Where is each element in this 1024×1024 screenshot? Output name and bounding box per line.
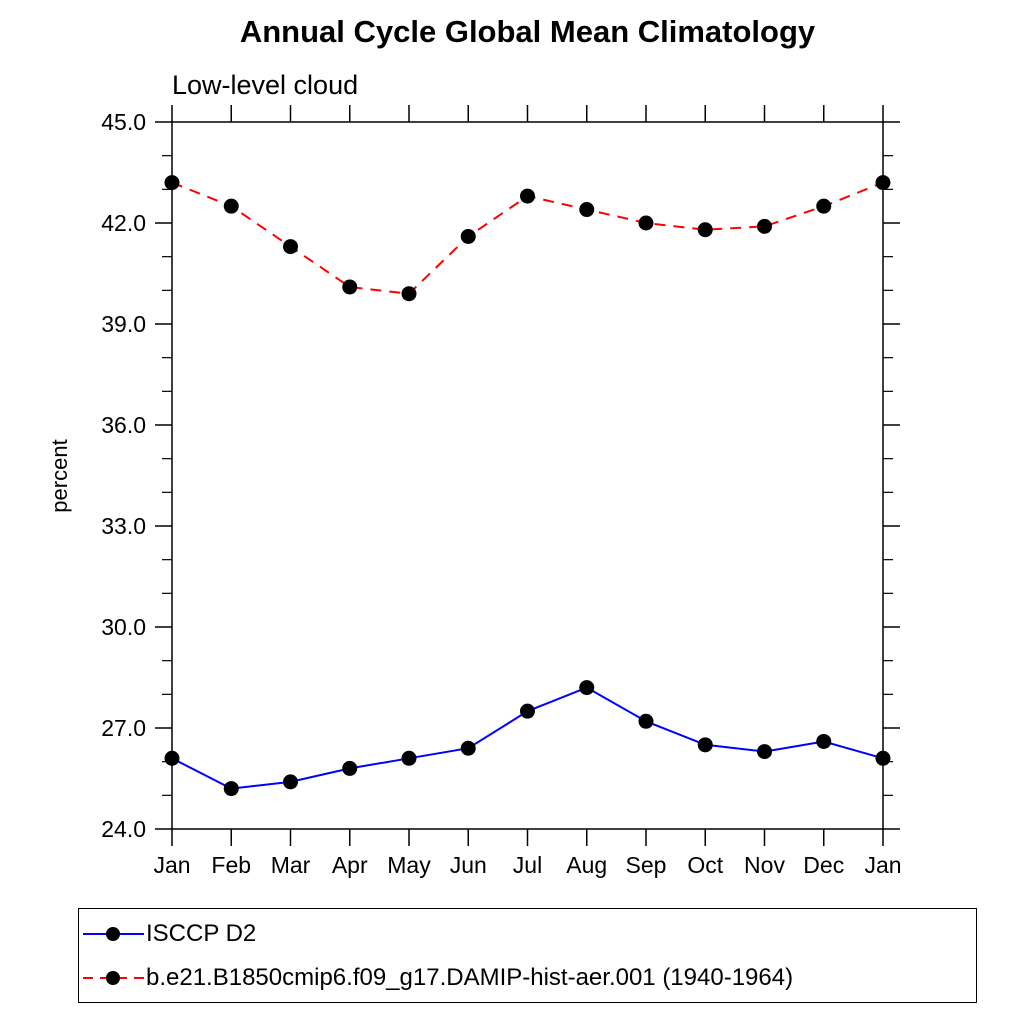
y-tick-label: 33.0	[101, 513, 146, 539]
x-tick-label: Apr	[332, 852, 368, 878]
plot-frame	[171, 121, 884, 830]
x-tick-label: Jul	[513, 852, 542, 878]
data-point-marker-model	[816, 198, 832, 214]
data-point-marker-model	[757, 218, 772, 234]
y-tick-label: 39.0	[101, 311, 146, 337]
data-point-marker-isccp	[223, 781, 239, 797]
x-tick-label: Sep	[626, 852, 667, 878]
data-point-marker-model	[401, 286, 417, 302]
data-point-marker-model	[579, 202, 595, 218]
y-tick-label: 24.0	[101, 816, 146, 842]
legend-sample-line-solid-blue	[83, 926, 144, 941]
data-point-marker-model	[342, 279, 358, 295]
legend-sample-line-dashed-red	[83, 970, 144, 985]
x-tick-label: Mar	[271, 852, 311, 878]
data-point-marker-isccp	[697, 737, 713, 753]
x-tick-label: Dec	[803, 852, 844, 878]
data-point-marker-isccp	[757, 744, 772, 760]
y-tick-label: 30.0	[101, 614, 146, 640]
series-line-isccp	[171, 686, 884, 790]
legend-entry-isccp: ISCCP D2	[82, 914, 976, 954]
data-point-marker-isccp	[283, 774, 298, 790]
data-point-marker-isccp	[638, 713, 654, 729]
data-point-marker-model	[164, 175, 180, 191]
data-point-marker-isccp	[342, 760, 358, 776]
y-tick-label: 42.0	[101, 210, 146, 236]
legend-entry-model: b.e21.B1850cmip6.f09_g17.DAMIP-hist-aer.…	[82, 958, 976, 998]
y-tick-label: 27.0	[101, 715, 146, 741]
legend-label-model: b.e21.B1850cmip6.f09_g17.DAMIP-hist-aer.…	[146, 963, 794, 991]
data-point-marker-isccp	[460, 740, 476, 756]
x-tick-label: Aug	[566, 852, 607, 878]
y-tick-label: 45.0	[101, 109, 146, 135]
data-point-marker-isccp	[520, 703, 535, 719]
data-point-marker-model	[638, 215, 654, 231]
chart-subtitle: Low-level cloud	[172, 70, 359, 100]
data-point-marker-isccp	[875, 750, 891, 766]
data-point-marker-model	[520, 188, 535, 204]
x-tick-label: Feb	[211, 852, 251, 878]
chart-title: Annual Cycle Global Mean Climatology	[239, 14, 816, 49]
data-point-marker-model	[460, 228, 476, 244]
data-point-marker-isccp	[579, 680, 595, 696]
legend-box: ISCCP D2 b.e21.B1850cmip6.f09_g17.DAMIP-…	[78, 908, 977, 1003]
data-point-marker-isccp	[164, 750, 180, 766]
data-point-marker-model	[223, 198, 239, 214]
x-tick-label: Jan	[864, 852, 901, 878]
legend-label-isccp: ISCCP D2	[146, 919, 257, 947]
x-tick-label: Jan	[153, 852, 190, 878]
x-tick-label: Nov	[744, 852, 785, 878]
data-point-marker-model	[875, 175, 891, 191]
data-point-marker-isccp	[816, 733, 832, 749]
x-tick-label: Oct	[687, 852, 723, 878]
data-point-marker-model	[697, 222, 713, 238]
legend-marker-dot	[106, 926, 120, 941]
legend-marker-dot	[106, 970, 120, 985]
x-tick-label: Jun	[450, 852, 487, 878]
x-tick-label: May	[387, 852, 431, 878]
y-tick-label: 36.0	[101, 412, 146, 438]
data-point-marker-model	[283, 239, 298, 255]
data-point-marker-isccp	[401, 750, 417, 766]
